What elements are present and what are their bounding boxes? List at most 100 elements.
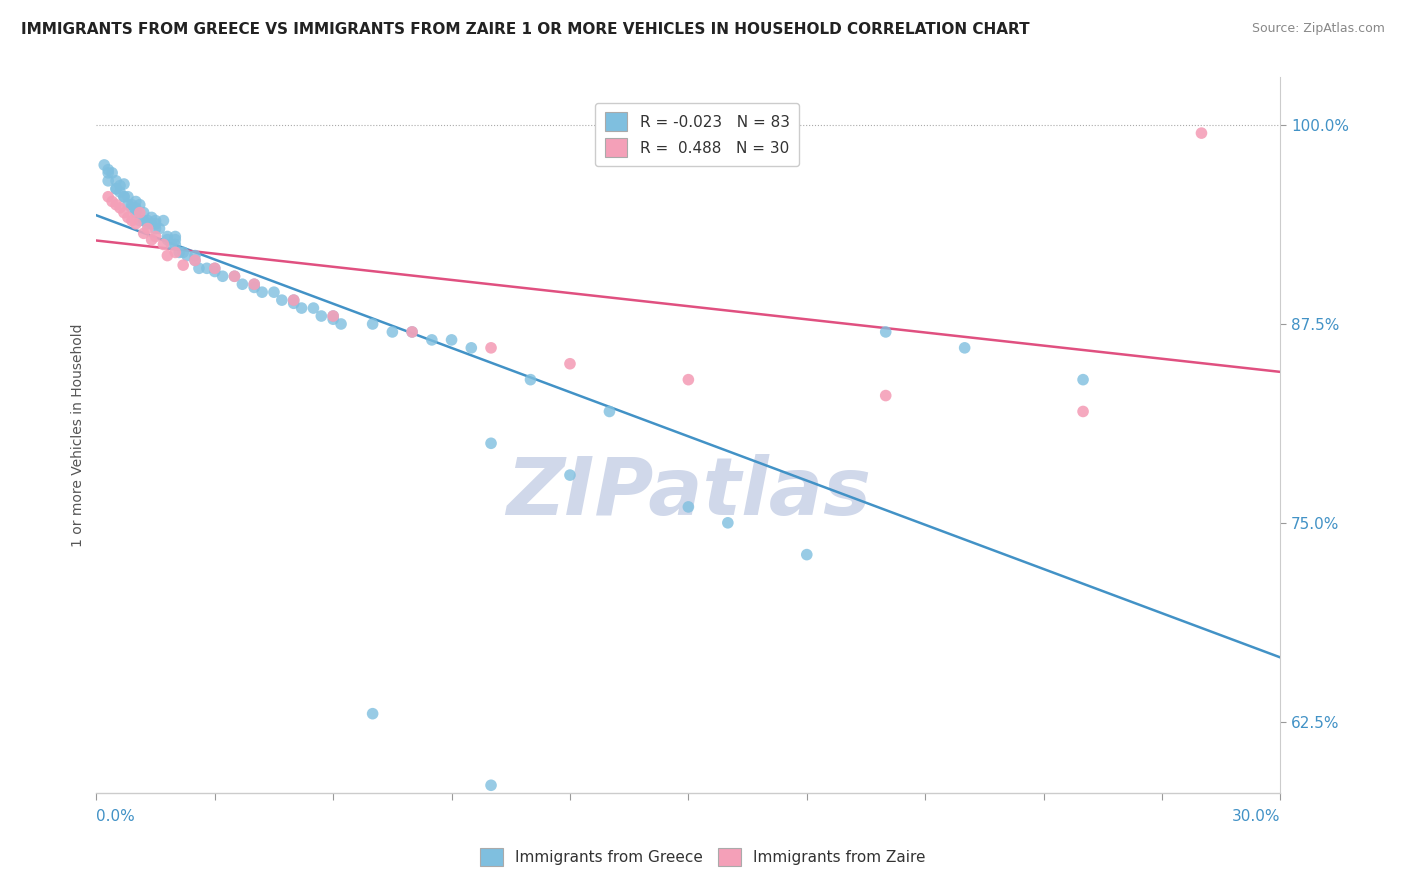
- Point: [136, 213, 159, 227]
- Text: ZIPatlas: ZIPatlas: [506, 454, 870, 532]
- Point: [195, 261, 218, 276]
- Point: [322, 309, 344, 323]
- Point: [204, 261, 226, 276]
- Point: [145, 213, 167, 227]
- Point: [1071, 404, 1094, 418]
- Point: [165, 229, 187, 244]
- Point: [875, 325, 897, 339]
- Point: [121, 201, 143, 215]
- Point: [132, 205, 155, 219]
- Point: [263, 285, 285, 300]
- Point: [290, 301, 312, 315]
- Point: [243, 277, 266, 292]
- Point: [121, 197, 143, 211]
- Point: [176, 249, 198, 263]
- Point: [93, 158, 115, 172]
- Point: [172, 258, 194, 272]
- Point: [105, 182, 128, 196]
- Point: [381, 325, 404, 339]
- Point: [460, 341, 482, 355]
- Point: [108, 201, 131, 215]
- Point: [361, 317, 384, 331]
- Point: [322, 309, 344, 323]
- Point: [479, 778, 502, 792]
- Point: [136, 217, 159, 231]
- Point: [121, 213, 143, 227]
- Point: [125, 201, 148, 215]
- Point: [112, 177, 135, 191]
- Point: [125, 194, 148, 209]
- Point: [172, 245, 194, 260]
- Point: [420, 333, 443, 347]
- Point: [125, 202, 148, 217]
- Point: [128, 197, 150, 211]
- Point: [796, 548, 818, 562]
- Point: [401, 325, 423, 339]
- Point: [141, 233, 163, 247]
- Point: [270, 293, 292, 307]
- Point: [1191, 126, 1213, 140]
- Point: [125, 217, 148, 231]
- Point: [479, 341, 502, 355]
- Point: [148, 221, 170, 235]
- Point: [141, 217, 163, 231]
- Point: [224, 269, 246, 284]
- Point: [117, 211, 139, 225]
- Text: 0.0%: 0.0%: [97, 809, 135, 824]
- Point: [152, 213, 174, 227]
- Text: IMMIGRANTS FROM GREECE VS IMMIGRANTS FROM ZAIRE 1 OR MORE VEHICLES IN HOUSEHOLD : IMMIGRANTS FROM GREECE VS IMMIGRANTS FRO…: [21, 22, 1029, 37]
- Legend: R = -0.023   N = 83, R =  0.488   N = 30: R = -0.023 N = 83, R = 0.488 N = 30: [595, 103, 799, 166]
- Legend: Immigrants from Greece, Immigrants from Zaire: Immigrants from Greece, Immigrants from …: [471, 838, 935, 875]
- Text: Source: ZipAtlas.com: Source: ZipAtlas.com: [1251, 22, 1385, 36]
- Point: [125, 205, 148, 219]
- Point: [188, 261, 211, 276]
- Point: [167, 245, 190, 260]
- Point: [112, 190, 135, 204]
- Point: [283, 293, 305, 307]
- Point: [145, 229, 167, 244]
- Point: [105, 174, 128, 188]
- Point: [479, 436, 502, 450]
- Point: [112, 205, 135, 219]
- Point: [97, 174, 120, 188]
- Point: [283, 296, 305, 310]
- Point: [165, 237, 187, 252]
- Point: [519, 373, 541, 387]
- Point: [108, 178, 131, 193]
- Point: [97, 190, 120, 204]
- Point: [132, 213, 155, 227]
- Point: [953, 341, 976, 355]
- Point: [231, 277, 253, 292]
- Point: [224, 269, 246, 284]
- Point: [401, 325, 423, 339]
- Point: [165, 233, 187, 247]
- Point: [322, 312, 344, 326]
- Point: [145, 221, 167, 235]
- Point: [152, 237, 174, 252]
- Point: [243, 277, 266, 292]
- Point: [250, 285, 273, 300]
- Point: [558, 468, 581, 483]
- Point: [204, 261, 226, 276]
- Point: [112, 190, 135, 204]
- Point: [156, 249, 179, 263]
- Point: [184, 253, 207, 268]
- Point: [156, 229, 179, 244]
- Point: [117, 197, 139, 211]
- Point: [361, 706, 384, 721]
- Point: [117, 190, 139, 204]
- Point: [156, 233, 179, 247]
- Point: [97, 166, 120, 180]
- Point: [165, 245, 187, 260]
- Point: [97, 162, 120, 177]
- Point: [184, 249, 207, 263]
- Point: [160, 237, 183, 252]
- Y-axis label: 1 or more Vehicles in Household: 1 or more Vehicles in Household: [72, 324, 86, 547]
- Point: [598, 404, 620, 418]
- Point: [108, 185, 131, 199]
- Point: [558, 357, 581, 371]
- Point: [283, 293, 305, 307]
- Point: [184, 253, 207, 268]
- Point: [211, 269, 233, 284]
- Point: [243, 280, 266, 294]
